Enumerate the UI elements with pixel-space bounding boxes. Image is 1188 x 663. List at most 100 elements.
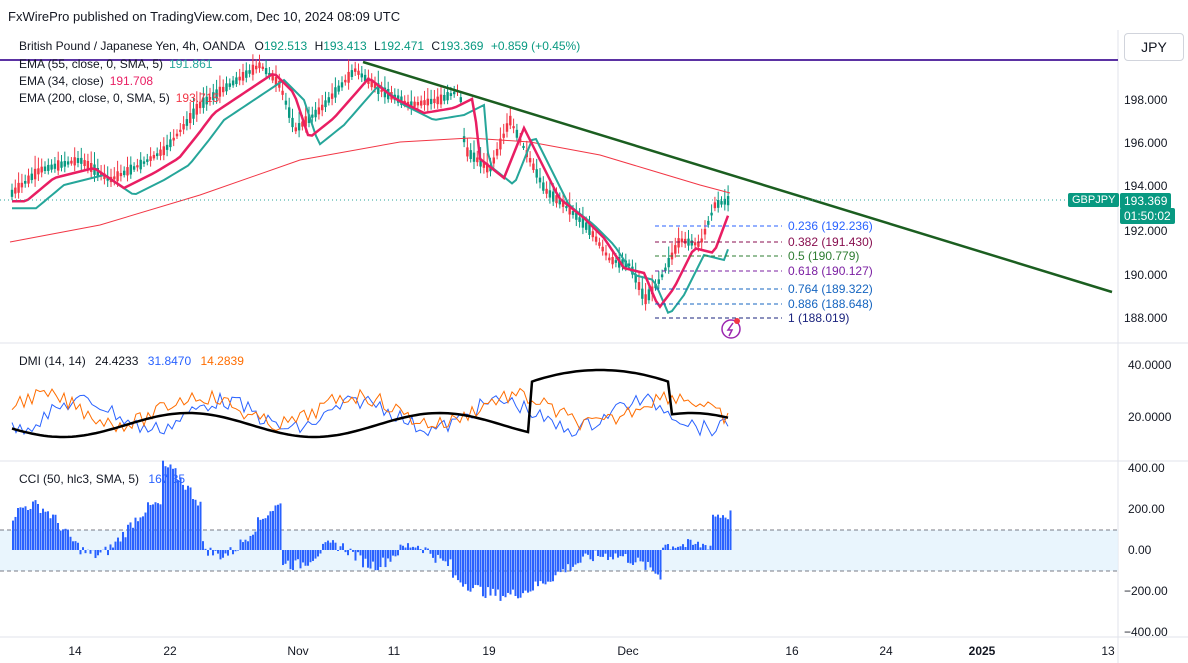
cci-bar	[727, 519, 729, 550]
cci-bar	[537, 550, 539, 587]
candle-body	[373, 83, 377, 89]
cci-bar	[142, 516, 144, 550]
cci-bar	[352, 550, 354, 552]
ohlc-close-label: C	[431, 39, 441, 53]
cci-bar	[69, 536, 72, 550]
cci-bar	[264, 518, 267, 550]
candle-body	[327, 97, 330, 103]
cci-bar	[632, 550, 634, 565]
cci-bar	[619, 550, 622, 557]
cci-bar	[22, 507, 24, 550]
candle-body	[24, 180, 27, 184]
currency-button[interactable]: JPY	[1124, 33, 1184, 61]
candle-body	[156, 153, 159, 157]
chart-canvas[interactable]: 0.236 (192.236) 0.382 (191.430)0.5 (190.7…	[0, 30, 1188, 663]
candle-body	[218, 86, 222, 97]
candle-body	[268, 72, 271, 76]
cci-bar	[469, 550, 472, 592]
cci-bar	[52, 514, 54, 550]
cci-bar	[442, 550, 444, 561]
candle-body	[449, 93, 453, 97]
candle-body	[413, 101, 416, 107]
fibonacci-retracement[interactable]: 0.236 (192.236) 0.382 (191.430)0.5 (190.7…	[655, 219, 873, 325]
candle-body	[113, 176, 116, 180]
cci-bar	[544, 550, 547, 585]
cci-bar	[524, 550, 527, 591]
lightning-icon	[726, 322, 734, 337]
cci-bar	[99, 550, 102, 553]
minus-di-line	[11, 387, 729, 433]
cci-bar	[62, 529, 64, 550]
candle-body	[370, 79, 373, 88]
cci-bar	[599, 550, 602, 557]
cci-bar	[17, 508, 19, 550]
cci-bar	[397, 550, 399, 556]
candle-body	[294, 127, 297, 132]
cci-bar	[384, 550, 387, 568]
candle-body	[717, 200, 720, 208]
cci-bar	[292, 550, 294, 571]
cci-bar	[119, 541, 122, 550]
cci-bar	[684, 547, 687, 550]
cci-bar	[304, 550, 307, 566]
candle-body	[152, 154, 156, 159]
candle-body	[330, 93, 334, 99]
ema200-legend[interactable]: EMA (200, close, 0, SMA, 5) 193.715	[19, 91, 225, 105]
ema55-label: EMA (55, close, 0, SMA, 5)	[19, 57, 164, 71]
candle-body	[433, 98, 436, 104]
candle-body	[76, 158, 80, 163]
cci-bar	[729, 510, 732, 550]
cci-bar	[257, 517, 259, 550]
ema55-legend[interactable]: EMA (55, close, 0, SMA, 5) 191.861	[19, 57, 218, 71]
cci-tick: 400.00	[1128, 461, 1165, 475]
fib-level-label: 0.886 (188.648)	[788, 297, 873, 311]
cci-bar	[34, 500, 37, 550]
candle-body	[545, 188, 548, 194]
candle-body	[215, 89, 218, 99]
cci-bar	[377, 550, 379, 571]
candle-body	[146, 159, 149, 162]
cci-bar	[497, 550, 499, 590]
dmi-legend[interactable]: DMI (14, 14) 24.4233 31.8470 14.2839	[19, 354, 250, 368]
cci-bar	[419, 549, 422, 550]
cci-bar	[32, 501, 34, 550]
candle-body	[528, 158, 532, 163]
cci-bar	[327, 540, 329, 550]
cci-bar	[144, 512, 147, 550]
cci-bar	[49, 518, 52, 550]
cci-bar	[319, 550, 322, 554]
cci-bar	[647, 550, 649, 562]
candle-body	[274, 76, 278, 86]
cci-bar	[594, 550, 597, 551]
cci-bar	[434, 550, 437, 563]
candle-body	[522, 145, 525, 149]
candle-body	[208, 96, 212, 100]
time-tick: 22	[163, 644, 177, 658]
cci-legend[interactable]: CCI (50, hlc3, SMA, 5) 167.35	[19, 472, 191, 486]
cci-bar	[694, 543, 697, 550]
candle-body	[251, 64, 255, 75]
cci-bar	[219, 550, 222, 560]
candle-body	[667, 257, 670, 268]
cci-bar	[689, 539, 692, 550]
cci-bar	[149, 504, 152, 550]
event-icon[interactable]	[721, 319, 741, 339]
candle-body	[604, 252, 608, 256]
dmi-tick: 20.0000	[1128, 410, 1172, 424]
cci-bar	[382, 550, 384, 558]
ema34-legend[interactable]: EMA (34, close) 191.708	[19, 74, 159, 88]
cci-bar	[494, 550, 497, 596]
ohlc-low: 192.471	[380, 39, 425, 53]
candle-body	[70, 160, 73, 164]
candle-body	[459, 97, 462, 103]
candle-body	[410, 101, 413, 109]
ohlc-close: 193.369	[440, 39, 484, 53]
cci-bar	[14, 516, 17, 550]
downtrend-line[interactable]	[362, 60, 1113, 294]
cci-bar	[552, 550, 554, 582]
symbol-legend[interactable]: British Pound / Japanese Yen, 4h, OANDA …	[19, 39, 586, 53]
cci-bar	[124, 537, 127, 550]
cci-bar	[534, 550, 537, 582]
candle-body	[255, 65, 258, 70]
cci-bar	[179, 477, 182, 550]
